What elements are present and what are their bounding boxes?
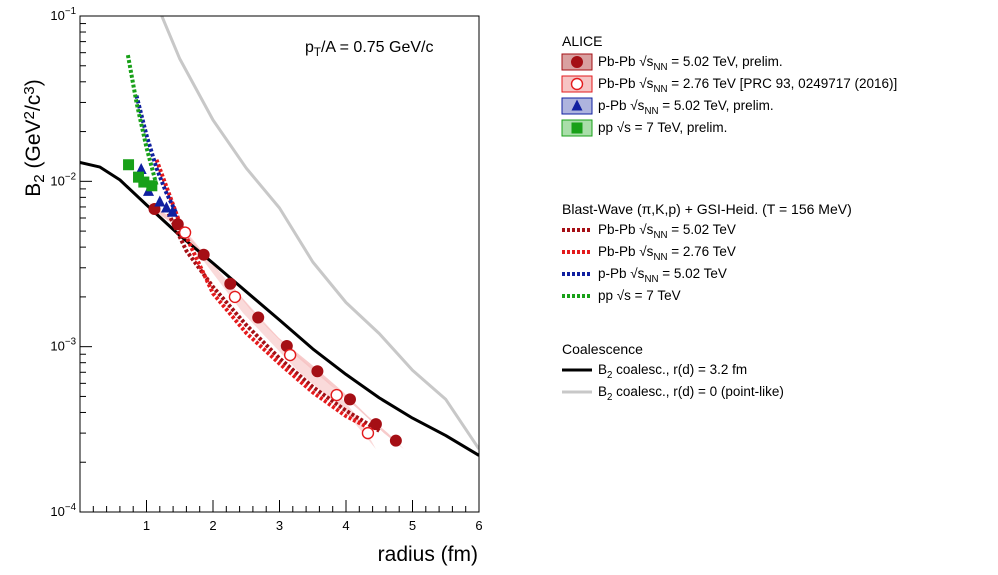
y-tick-label: 10−1 bbox=[50, 6, 76, 23]
legend-group-title: Coalescence bbox=[562, 341, 643, 357]
coalescence-curves bbox=[80, 16, 479, 457]
plot-frame bbox=[79, 15, 480, 513]
x-tick-label: 3 bbox=[276, 518, 283, 533]
legend-label: Pb-Pb √sNN = 2.76 TeV bbox=[598, 244, 736, 263]
coalescence-curve bbox=[160, 16, 479, 450]
legend-entry: B2 coalesc., r(d) = 3.2 fm bbox=[562, 362, 747, 381]
data-point bbox=[171, 218, 184, 231]
legend-entry: B2 coalesc., r(d) = 0 (point-like) bbox=[562, 384, 784, 403]
data-point bbox=[197, 248, 210, 261]
data-point bbox=[252, 311, 265, 324]
legend-group-title: Blast-Wave (π,K,p) + GSI-Heid. (T = 156 … bbox=[562, 201, 852, 217]
data-point bbox=[571, 99, 583, 111]
data-point bbox=[369, 418, 382, 431]
data-point bbox=[146, 180, 158, 192]
data-point bbox=[330, 388, 343, 402]
legend-label: Pb-Pb √sNN = 2.76 TeV [PRC 93, 0249717 (… bbox=[598, 76, 897, 95]
data-point bbox=[154, 195, 166, 207]
data-point bbox=[283, 348, 297, 362]
blast-wave-curve bbox=[125, 54, 159, 186]
data-point bbox=[361, 426, 375, 440]
data-point bbox=[571, 122, 583, 134]
legend-label: pp √s = 7 TeV bbox=[598, 288, 681, 303]
data-markers bbox=[123, 159, 402, 447]
y-tick-label: 10−3 bbox=[50, 337, 76, 354]
x-tick-label: 5 bbox=[409, 518, 416, 533]
legend-label: p-Pb √sNN = 5.02 TeV bbox=[598, 266, 727, 285]
coalescence-curve bbox=[80, 161, 479, 457]
y-tick-label: 10−2 bbox=[50, 171, 76, 188]
data-point bbox=[228, 290, 242, 304]
x-tick-label: 2 bbox=[209, 518, 216, 533]
legend-label: B2 coalesc., r(d) = 3.2 fm bbox=[598, 362, 747, 381]
data-point bbox=[311, 365, 324, 378]
x-tick-label: 6 bbox=[475, 518, 482, 533]
data-point bbox=[343, 393, 356, 406]
legend-label: Pb-Pb √sNN = 5.02 TeV bbox=[598, 222, 736, 241]
y-axis-title: B2 (GeV2/c3) bbox=[21, 79, 48, 196]
data-point bbox=[166, 205, 178, 217]
systematic-band bbox=[177, 220, 376, 450]
data-point bbox=[178, 226, 192, 239]
data-point bbox=[570, 77, 584, 91]
kinematic-annotation: pT/A = 0.75 GeV/c bbox=[305, 39, 433, 59]
data-point bbox=[571, 56, 583, 68]
x-tick-label: 1 bbox=[143, 518, 150, 533]
blast-wave-curve bbox=[164, 208, 381, 433]
x-tick-label: 4 bbox=[342, 518, 349, 533]
data-point bbox=[138, 176, 150, 188]
legend-group-title: ALICE bbox=[562, 33, 602, 49]
legend-entry: Pb-Pb √sNN = 2.76 TeV bbox=[562, 244, 736, 263]
data-point bbox=[160, 201, 172, 213]
data-point bbox=[123, 159, 135, 171]
y-tick-label: 10−4 bbox=[50, 502, 76, 519]
legend-entry: pp √s = 7 TeV, prelim. bbox=[561, 119, 727, 137]
legend-label: p-Pb √sNN = 5.02 TeV, prelim. bbox=[598, 98, 774, 117]
data-point bbox=[224, 277, 237, 290]
legend-entry: p-Pb √sNN = 5.02 TeV, prelim. bbox=[561, 97, 774, 117]
legend-entry: Pb-Pb √sNN = 5.02 TeV bbox=[562, 222, 736, 241]
data-point bbox=[135, 162, 147, 174]
legend-label: pp √s = 7 TeV, prelim. bbox=[598, 120, 727, 135]
data-point bbox=[389, 434, 402, 447]
legend-entry: p-Pb √sNN = 5.02 TeV bbox=[562, 266, 727, 285]
axes: 1 2 3 4 5 6 10−4 10−3 10−2 10−1 bbox=[50, 6, 482, 533]
blast-wave-curve bbox=[134, 95, 179, 215]
legend-entry: Pb-Pb √sNN = 2.76 TeV [PRC 93, 0249717 (… bbox=[561, 75, 897, 95]
legend-entry: Pb-Pb √sNN = 5.02 TeV, prelim. bbox=[561, 53, 783, 73]
legend: ALICE Pb-Pb √sNN = 5.02 TeV, prelim. Pb-Pb… bbox=[561, 33, 897, 403]
blast-wave-curves bbox=[125, 54, 381, 433]
legend-entry: pp √s = 7 TeV bbox=[562, 288, 681, 303]
legend-label: Pb-Pb √sNN = 5.02 TeV, prelim. bbox=[598, 54, 783, 73]
x-axis-title: radius (fm) bbox=[378, 543, 478, 566]
legend-label: B2 coalesc., r(d) = 0 (point-like) bbox=[598, 384, 784, 403]
